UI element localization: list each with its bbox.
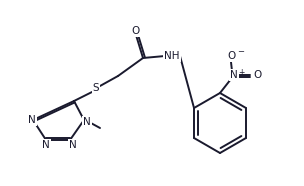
- Text: O: O: [253, 70, 261, 80]
- Text: +: +: [238, 68, 244, 76]
- Text: −: −: [237, 47, 244, 57]
- Text: O: O: [131, 26, 139, 36]
- Text: N: N: [28, 115, 36, 125]
- Text: N: N: [230, 70, 238, 80]
- Text: NH: NH: [164, 51, 180, 61]
- Text: O: O: [228, 51, 236, 61]
- Text: N: N: [42, 140, 50, 150]
- Text: N: N: [69, 140, 77, 150]
- Text: N: N: [83, 117, 91, 127]
- Text: S: S: [93, 83, 99, 93]
